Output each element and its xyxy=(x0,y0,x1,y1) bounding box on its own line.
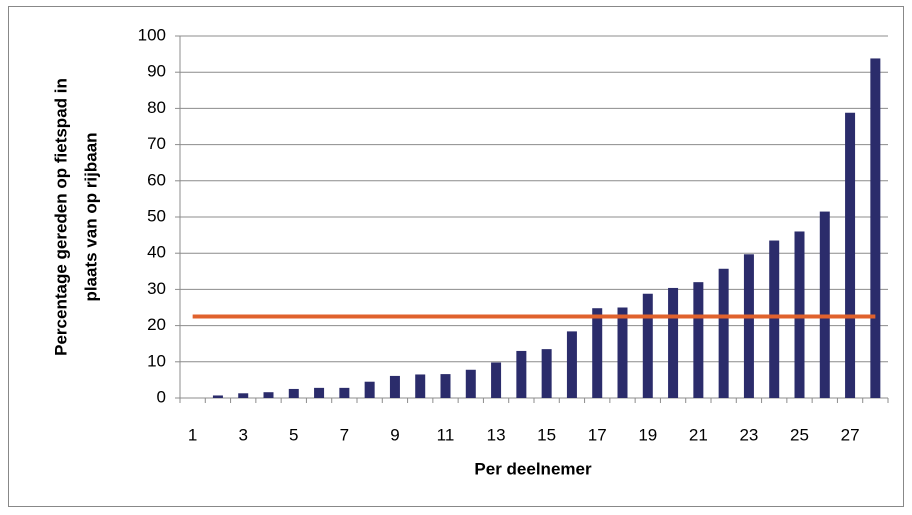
x-tick-label: 7 xyxy=(340,425,349,444)
bar xyxy=(465,369,476,398)
bar xyxy=(288,388,299,398)
y-axis-label: plaats van op rijbaan xyxy=(81,132,100,301)
bar xyxy=(440,374,451,398)
y-tick-label: 90 xyxy=(147,62,166,81)
bar xyxy=(870,58,881,398)
y-tick-label: 80 xyxy=(147,98,166,117)
bar xyxy=(769,240,780,398)
bar xyxy=(364,381,375,398)
bar xyxy=(212,395,223,398)
y-tick-label: 50 xyxy=(147,206,166,225)
y-axis-label: Percentage gereden op fietspad in xyxy=(51,78,70,356)
bar xyxy=(642,293,653,398)
chart-frame xyxy=(8,6,904,507)
x-tick-label: 19 xyxy=(638,425,657,444)
y-tick-label: 60 xyxy=(147,170,166,189)
x-axis-label: Per deelnemer xyxy=(474,459,592,478)
bar xyxy=(415,374,426,398)
x-tick-label: 9 xyxy=(390,425,399,444)
bar xyxy=(566,331,577,398)
x-tick-label: 27 xyxy=(841,425,860,444)
bar xyxy=(693,282,704,398)
bar xyxy=(516,350,527,398)
bar xyxy=(617,307,628,398)
x-tick-label: 23 xyxy=(739,425,758,444)
y-tick-label: 20 xyxy=(147,315,166,334)
y-tick-label: 0 xyxy=(157,387,166,406)
y-tick-label: 100 xyxy=(138,25,166,44)
y-tick-label: 10 xyxy=(147,351,166,370)
x-tick-label: 13 xyxy=(487,425,506,444)
x-tick-label: 25 xyxy=(790,425,809,444)
bar xyxy=(668,287,679,398)
y-tick-label: 30 xyxy=(147,279,166,298)
x-tick-label: 3 xyxy=(238,425,247,444)
x-tick-label: 17 xyxy=(588,425,607,444)
bar xyxy=(263,392,274,398)
x-tick-label: 21 xyxy=(689,425,708,444)
x-tick-label: 1 xyxy=(188,425,197,444)
bar xyxy=(718,268,729,398)
bar xyxy=(314,387,325,398)
bar xyxy=(743,254,754,398)
y-tick-label: 40 xyxy=(147,243,166,262)
bar xyxy=(238,393,249,398)
bar xyxy=(592,308,603,398)
bar xyxy=(845,112,856,398)
x-tick-label: 15 xyxy=(537,425,556,444)
y-tick-label: 70 xyxy=(147,134,166,153)
bar xyxy=(819,211,830,398)
x-tick-label: 5 xyxy=(289,425,298,444)
bar xyxy=(339,387,350,398)
bar xyxy=(491,362,502,398)
bar xyxy=(389,375,400,398)
x-tick-label: 11 xyxy=(437,425,455,444)
bar xyxy=(541,349,552,398)
